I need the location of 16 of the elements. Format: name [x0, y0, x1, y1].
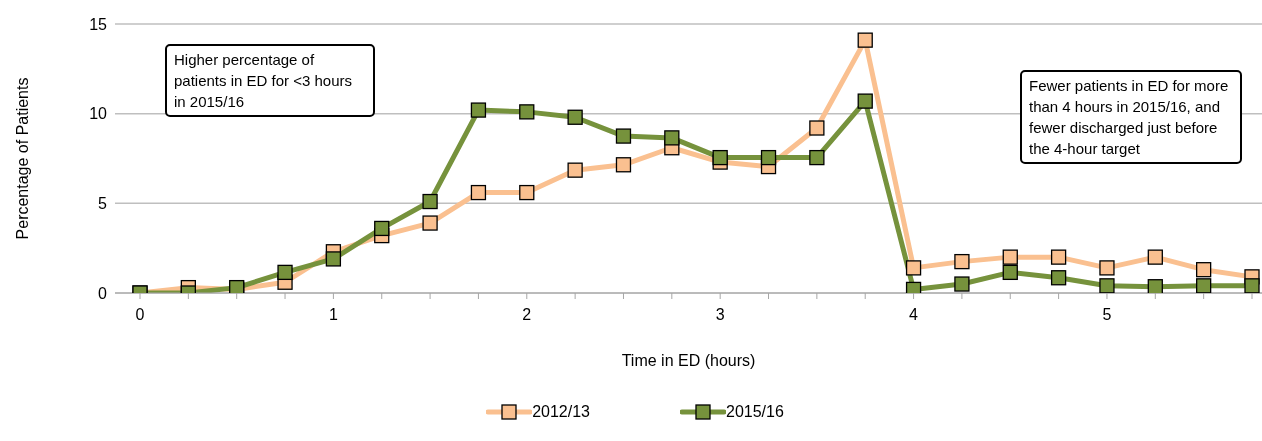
x-tick-label: 1	[328, 306, 338, 324]
y-tick-label: 15	[89, 15, 108, 33]
note-box: Higher percentage of patients in ED for <3 hours in 2015/16	[165, 44, 375, 117]
y-axis-title: Percentage of Patients	[13, 77, 31, 240]
x-axis-title: Time in ED (hours)	[621, 352, 756, 370]
x-tick-label: 2	[522, 306, 532, 324]
y-tick-label: 0	[98, 284, 108, 302]
x-tick-label: 3	[715, 306, 725, 324]
y-tick-label: 10	[89, 105, 108, 123]
legend-label: 2012/13	[532, 403, 590, 421]
legend-label: 2015/16	[726, 403, 784, 421]
note-box: Fewer patients in ED for more than 4 hours in 2015/16, and fewer discharged just before the 4-hour target	[1020, 70, 1242, 164]
x-tick-label: 5	[1102, 306, 1112, 324]
y-tick-label: 5	[98, 195, 108, 213]
x-tick-label: 0	[135, 306, 145, 324]
x-tick-label: 4	[909, 306, 919, 324]
